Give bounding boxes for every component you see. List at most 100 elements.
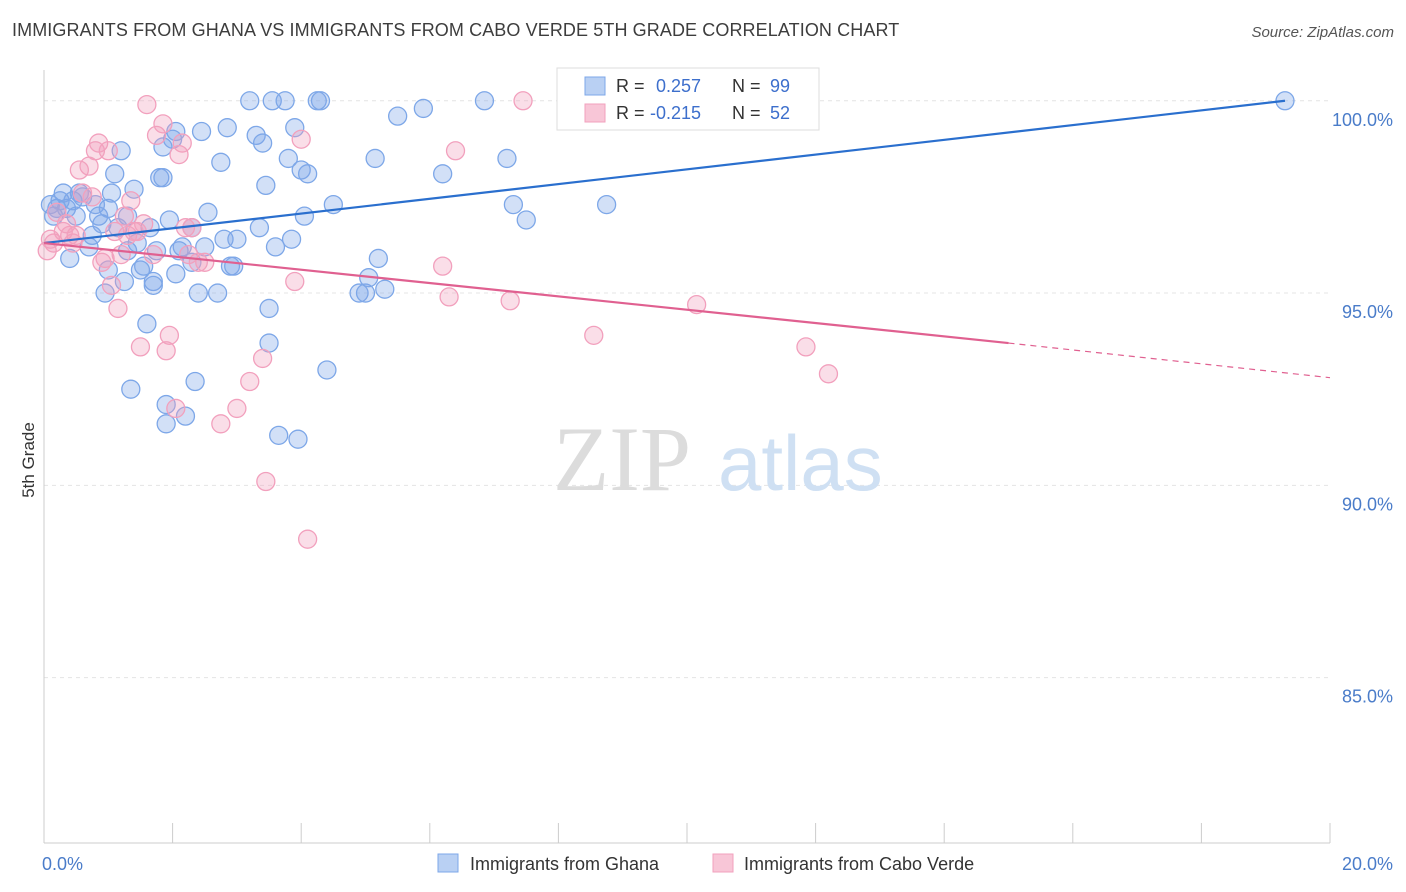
ghana-point	[198, 202, 218, 222]
cabo-verde-point	[686, 294, 707, 315]
cabo-verde-point	[818, 364, 839, 384]
ghana-point	[153, 137, 173, 157]
ghana-point	[259, 298, 279, 319]
cabo-verde-point	[297, 529, 318, 549]
gridlines	[44, 100, 1330, 679]
ghana-point	[249, 218, 270, 238]
y-tick-label: 95.0%	[1342, 302, 1393, 322]
cabo-verde-point	[433, 256, 453, 276]
chart-title: IMMIGRANTS FROM GHANA VS IMMIGRANTS FROM…	[12, 20, 900, 40]
ghana-point	[159, 210, 180, 230]
cabo-verde-point	[153, 114, 173, 134]
cabo-verde-point	[252, 348, 273, 369]
ghana-point	[95, 283, 115, 303]
ghana-point	[101, 183, 122, 203]
ghana-point	[433, 164, 453, 184]
ghana-point	[124, 179, 144, 199]
ghana-point	[98, 198, 118, 219]
y-tick-label: 85.0%	[1342, 687, 1393, 707]
ghana-point	[66, 206, 86, 226]
cabo-verde-point	[89, 133, 109, 153]
ghana-point	[497, 148, 517, 169]
data-points	[37, 91, 1295, 549]
ghana-point	[355, 283, 376, 303]
ghana-point	[172, 237, 192, 257]
cabo-verde-point	[195, 252, 215, 272]
x-tick-label: 20.0%	[1342, 854, 1393, 874]
legend-swatch-ghana	[437, 853, 459, 873]
cabo-verde-point	[156, 341, 176, 361]
stats-r-ghana: 0.257	[656, 76, 701, 96]
ghana-point	[265, 237, 286, 257]
ghana-point	[269, 425, 289, 445]
cabo-verde-point	[584, 325, 604, 346]
ghana-point	[207, 283, 228, 303]
cabo-verde-point	[111, 244, 131, 265]
ghana-point	[188, 283, 208, 303]
stats-swatch-cabo-verde	[584, 103, 606, 123]
ghana-point	[105, 164, 125, 184]
cabo-verde-point	[101, 275, 122, 296]
ghana-point	[310, 91, 331, 111]
ghana-point	[294, 206, 315, 226]
cabo-verde-point	[121, 191, 141, 211]
ghana-point	[275, 91, 295, 111]
ghana-point	[365, 148, 385, 169]
legend: Immigrants from Ghana Immigrants from Ca…	[437, 853, 974, 874]
cabo-verde-point	[98, 141, 118, 161]
y-tick-label: 100.0%	[1332, 110, 1393, 130]
ghana-point	[153, 168, 173, 188]
cabo-verde-point	[445, 141, 466, 161]
ghana-point	[175, 406, 196, 426]
legend-swatch-cabo-verde	[712, 853, 734, 873]
legend-label-cabo-verde: Immigrants from Cabo Verde	[744, 854, 974, 874]
ghana-point	[121, 379, 141, 399]
watermark: ZIP atlas	[553, 408, 883, 510]
ghana-point	[516, 210, 536, 230]
ghana-point	[60, 248, 80, 269]
y-tick-label: 90.0%	[1342, 494, 1393, 514]
cabo-verde-point	[439, 287, 459, 307]
ghana-point	[375, 279, 395, 299]
ghana-point	[252, 133, 273, 153]
cabo-verde-point	[146, 125, 167, 146]
ghana-point	[256, 175, 276, 196]
ghana-point	[474, 91, 495, 111]
cabo-verde-point	[796, 337, 816, 357]
tick-labels: 85.0% 90.0% 95.0% 100.0% 0.0% 20.0%	[42, 110, 1393, 874]
ghana-point	[137, 314, 157, 334]
stats-r-label-ghana: R =	[616, 76, 645, 96]
ghana-point	[288, 429, 308, 449]
cabo-verde-trend-line	[43, 241, 1009, 345]
cabo-verde-point	[159, 325, 180, 346]
stats-n-label-ghana: N =	[732, 76, 761, 96]
cabo-verde-point	[134, 214, 154, 234]
ghana-point	[297, 164, 318, 184]
cabo-verde-point	[66, 225, 86, 246]
trend-lines	[43, 99, 1331, 379]
ghana-point	[185, 371, 205, 392]
cabo-verde-point	[291, 129, 311, 149]
cabo-verde-point	[130, 337, 151, 357]
cabo-verde-point	[211, 414, 231, 434]
x-tick-label: 0.0%	[42, 854, 83, 874]
ghana-point	[143, 275, 163, 296]
stats-r-cabo-verde: -0.215	[650, 103, 701, 123]
cabo-verde-point	[285, 271, 305, 292]
ghana-point	[413, 98, 434, 119]
cabo-verde-point	[82, 187, 102, 207]
watermark-zip: ZIP	[553, 408, 691, 510]
stats-n-cabo-verde: 52	[770, 103, 790, 123]
y-axis-label: 5th Grade	[19, 422, 38, 498]
ghana-point	[166, 264, 186, 284]
cabo-verde-point	[95, 248, 115, 269]
ghana-point	[387, 106, 408, 126]
ghana-point	[285, 118, 305, 138]
cabo-verde-trend-extension	[1008, 342, 1331, 379]
ghana-point	[317, 360, 337, 380]
cabo-verde-point	[137, 94, 157, 115]
cabo-verde-point	[240, 371, 260, 392]
ghana-point	[156, 394, 176, 415]
ghana-point	[246, 125, 266, 146]
ghana-point	[227, 229, 247, 249]
